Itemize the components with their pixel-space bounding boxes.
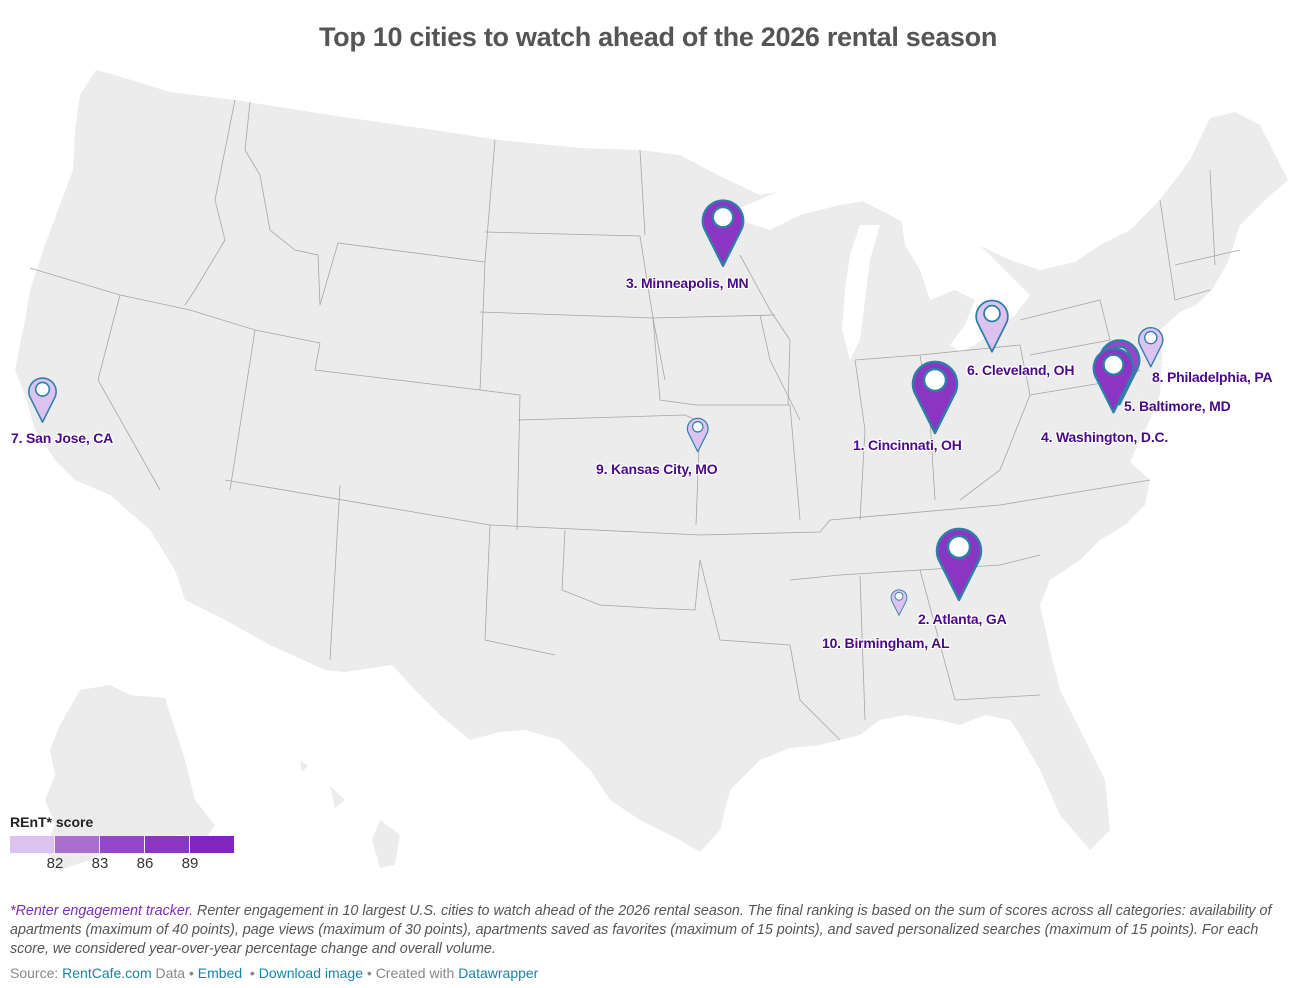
source-line: Source: RentCafe.com Data • Embed • Down… xyxy=(10,965,538,981)
legend-swatch-5 xyxy=(190,836,234,853)
city-label: 8. Philadelphia, PA xyxy=(1152,369,1273,385)
legend-swatch-2 xyxy=(55,836,99,853)
legend-swatch-3 xyxy=(100,836,144,853)
download-image-link[interactable]: Download image xyxy=(258,965,364,981)
lake-superior xyxy=(735,170,900,230)
city-label: 7. San Jose, CA xyxy=(11,430,114,446)
city-label: 2. Atlanta, GA xyxy=(918,611,1007,627)
legend-tick: 82 xyxy=(46,855,64,872)
datawrapper-link[interactable]: Datawrapper xyxy=(458,965,539,981)
map-pin-icon[interactable] xyxy=(27,375,58,423)
legend-swatch-4 xyxy=(145,836,189,853)
legend-swatch-1 xyxy=(10,836,54,853)
created-with-text: • Created with xyxy=(363,965,459,981)
city-label: 5. Baltimore, MD xyxy=(1124,398,1231,414)
source-data-text: Data • xyxy=(151,965,198,981)
map-pin-icon[interactable] xyxy=(974,297,1010,353)
embed-link[interactable]: Embed xyxy=(197,965,243,981)
us-map xyxy=(15,70,1288,870)
map-pin-icon[interactable] xyxy=(700,196,746,268)
legend-tick: 89 xyxy=(181,855,199,872)
city-label: 9. Kansas City, MO xyxy=(596,461,718,477)
map-pin-icon[interactable] xyxy=(1091,344,1136,414)
city-label: 3. Minneapolis, MN xyxy=(626,275,749,291)
map-pin-icon[interactable] xyxy=(686,416,710,453)
map-pin-icon[interactable] xyxy=(910,357,960,435)
map-pin-icon[interactable] xyxy=(1137,325,1165,368)
hawaii xyxy=(300,760,400,868)
legend: REnT* score 82 83 86 89 xyxy=(10,814,235,873)
city-label: 10. Birmingham, AL xyxy=(822,635,950,651)
footnote-text: Renter engagement in 10 largest U.S. cit… xyxy=(10,903,1272,957)
separator: • xyxy=(242,965,259,981)
source-prefix: Source: xyxy=(10,965,63,981)
legend-tick: 86 xyxy=(136,855,154,872)
city-label: 1. Cincinnati, OH xyxy=(853,437,962,453)
legend-title: REnT* score xyxy=(10,814,94,830)
state-borders xyxy=(29,99,1241,741)
lake-michigan xyxy=(842,225,880,360)
map-pin-icon[interactable] xyxy=(934,524,984,602)
alaska xyxy=(45,685,215,870)
rentcafe-link[interactable]: RentCafe.com xyxy=(62,965,152,981)
city-label: 6. Cleveland, OH xyxy=(967,362,1075,378)
footnote: *Renter engagement tracker. Renter engag… xyxy=(10,902,1290,959)
legend-color-scale xyxy=(10,836,235,853)
map-pin-icon[interactable] xyxy=(890,588,908,616)
chart-title: Top 10 cities to watch ahead of the 2026… xyxy=(318,22,998,52)
legend-ticks: 82 83 86 89 xyxy=(10,853,235,873)
footnote-highlight: *Renter engagement tracker. xyxy=(10,903,194,919)
legend-tick: 83 xyxy=(91,855,109,872)
city-label: 4. Washington, D.C. xyxy=(1041,429,1169,445)
